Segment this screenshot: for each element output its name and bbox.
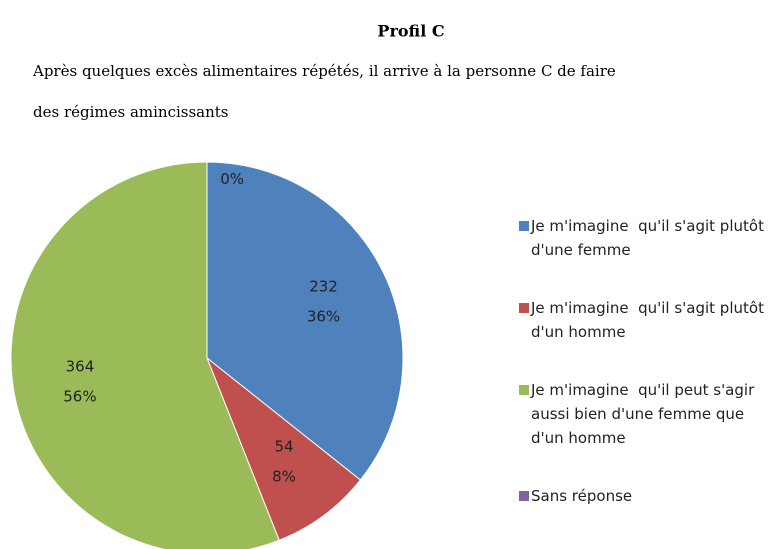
legend-item: Je m'imagine qu'il s'agit plutôt d'un ho… xyxy=(519,296,781,344)
legend-swatch xyxy=(519,303,529,313)
legend-item: Sans réponse xyxy=(519,484,781,508)
pie-slice xyxy=(205,356,362,541)
legend-item: Je m'imagine qu'il peut s'agir aussi bie… xyxy=(519,378,781,450)
legend-label: Je m'imagine qu'il s'agit plutôt d'un ho… xyxy=(531,299,769,341)
legend-item: Je m'imagine qu'il s'agit plutôt d'une f… xyxy=(519,214,781,262)
legend-swatch xyxy=(519,221,529,231)
legend-label: Sans réponse xyxy=(531,487,633,505)
chart-title: Profil C xyxy=(377,22,444,41)
subtitle: des régimes amincissants xyxy=(33,103,229,121)
data-label: 364 xyxy=(66,358,95,376)
legend-swatch xyxy=(519,491,529,501)
data-label: 8% xyxy=(272,467,296,485)
subtitle: Après quelques excès alimentaires répété… xyxy=(32,62,616,80)
data-label: 56% xyxy=(63,388,96,406)
pie-slice xyxy=(206,161,404,481)
pie xyxy=(10,161,404,549)
legend-label: Je m'imagine qu'il peut s'agir aussi bie… xyxy=(531,381,760,447)
data-label: 36% xyxy=(307,307,340,325)
data-label: 54 xyxy=(274,437,293,455)
legend-label: Je m'imagine qu'il s'agit plutôt d'une f… xyxy=(531,217,769,259)
legend-swatch xyxy=(519,385,529,395)
data-label: 0% xyxy=(220,170,244,188)
data-label: 232 xyxy=(309,277,338,295)
pie-slice xyxy=(10,161,280,549)
legend: Je m'imagine qu'il s'agit plutôt d'une f… xyxy=(519,214,781,508)
